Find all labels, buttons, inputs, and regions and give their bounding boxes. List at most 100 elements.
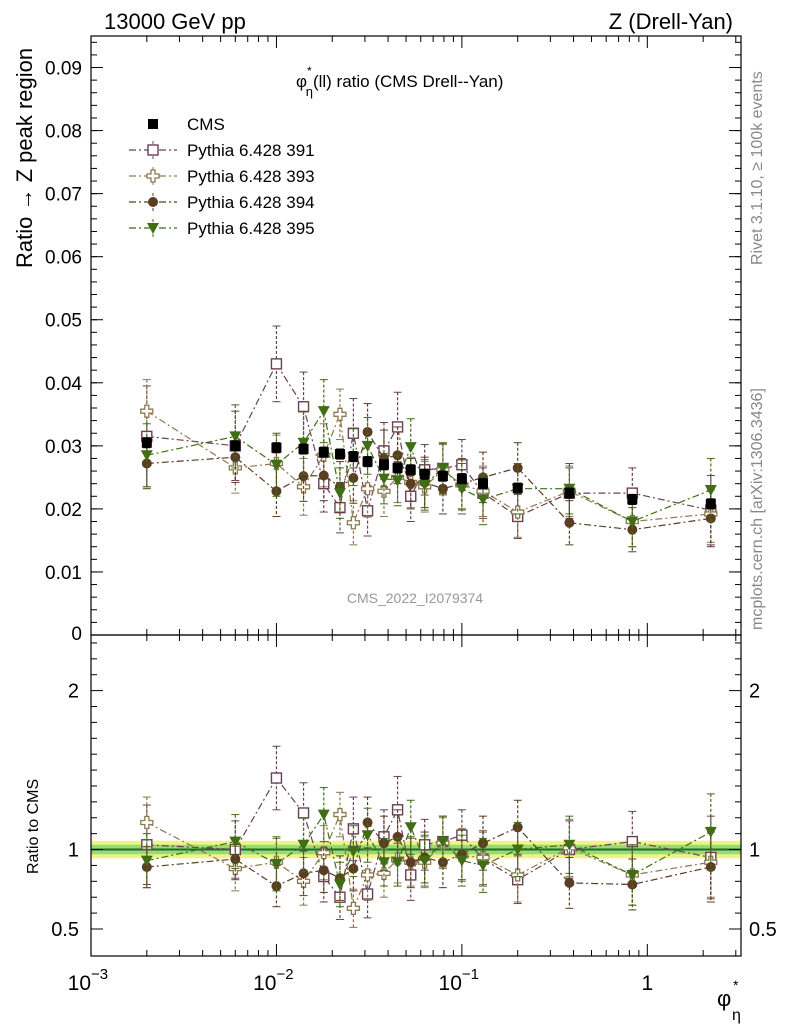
mcplots-label: mcplots.cern.ch [arXiv:1306.3436] bbox=[749, 388, 766, 630]
data-point bbox=[140, 404, 154, 418]
data-point bbox=[405, 464, 416, 475]
analysis-watermark: CMS_2022_I2079374 bbox=[347, 590, 483, 606]
data-point bbox=[298, 471, 309, 482]
data-point bbox=[317, 406, 330, 418]
data-point bbox=[362, 817, 373, 828]
data-point bbox=[361, 830, 374, 842]
y-tick-label: 0.02 bbox=[45, 500, 82, 521]
data-point bbox=[477, 860, 490, 872]
data-point bbox=[229, 431, 242, 443]
x-tick-label: 10 bbox=[68, 972, 91, 995]
data-point bbox=[626, 869, 639, 881]
data-point bbox=[297, 807, 310, 819]
data-point bbox=[298, 868, 309, 879]
data-point bbox=[270, 459, 283, 471]
y-tick-label: 0.09 bbox=[45, 59, 82, 80]
data-point bbox=[270, 358, 283, 370]
data-point bbox=[456, 473, 467, 484]
x-tick-exponent: −3 bbox=[91, 966, 108, 983]
data-point bbox=[377, 866, 391, 881]
data-point bbox=[512, 483, 523, 494]
data-point bbox=[512, 462, 523, 473]
ratio-y-tick-label: 1 bbox=[68, 840, 79, 862]
ratio-y-tick-label: 0.5 bbox=[51, 919, 79, 941]
legend-label: Pythia 6.428 391 bbox=[187, 141, 315, 160]
data-point bbox=[297, 437, 310, 449]
data-point bbox=[563, 839, 576, 851]
data-point bbox=[377, 857, 390, 869]
data-point bbox=[141, 862, 152, 873]
data-point bbox=[361, 440, 374, 452]
xlabel-phi: φ bbox=[717, 986, 731, 1011]
legend-marker bbox=[146, 169, 160, 183]
data-point bbox=[333, 488, 346, 500]
data-point bbox=[418, 855, 431, 867]
legend-entry-p393: Pythia 6.428 393 bbox=[129, 167, 315, 186]
data-point bbox=[270, 858, 283, 870]
data-point bbox=[705, 862, 716, 873]
data-point bbox=[512, 822, 523, 833]
data-point bbox=[626, 516, 639, 528]
legend: CMS Pythia 6.428 391 Pythia 6.428 393 Pythi… bbox=[129, 115, 315, 238]
data-point bbox=[346, 901, 361, 915]
data-point bbox=[347, 427, 360, 439]
data-point bbox=[477, 494, 490, 506]
data-point bbox=[270, 772, 283, 784]
data-point bbox=[360, 868, 375, 882]
data-point bbox=[378, 459, 389, 470]
title-eta: η bbox=[306, 84, 313, 99]
legend-marker bbox=[147, 223, 159, 234]
ratio-y-tick-label: 2 bbox=[68, 681, 79, 703]
y-tick-label: 0.08 bbox=[45, 122, 82, 143]
data-point bbox=[478, 478, 489, 489]
data-point bbox=[455, 483, 468, 495]
data-point bbox=[627, 879, 638, 890]
header-right-label: Z (Drell-Yan) bbox=[609, 9, 733, 34]
data-point bbox=[405, 857, 416, 868]
data-point bbox=[564, 488, 575, 499]
data-point bbox=[297, 839, 310, 851]
data-point bbox=[348, 472, 359, 483]
data-point bbox=[317, 846, 331, 860]
data-point bbox=[436, 836, 449, 848]
ratio-panel: 0.5 0.51 12 210 −3 10 −2 10 −1 1 bbox=[51, 634, 777, 995]
data-point bbox=[318, 865, 329, 876]
data-point bbox=[392, 831, 403, 842]
legend-marker bbox=[148, 119, 158, 129]
data-point bbox=[271, 442, 282, 453]
legend-entry-p391: Pythia 6.428 391 bbox=[129, 141, 315, 160]
data-point bbox=[361, 888, 374, 900]
x-tick-exponent: −2 bbox=[276, 966, 293, 983]
data-point bbox=[405, 478, 416, 489]
data-point bbox=[318, 470, 329, 481]
data-point bbox=[333, 879, 346, 891]
data-point bbox=[317, 809, 330, 821]
data-point bbox=[230, 854, 241, 865]
data-point bbox=[318, 447, 329, 458]
ratio-y-tick-label-right: 0.5 bbox=[749, 919, 777, 941]
legend-entry-p395: Pythia 6.428 395 bbox=[129, 219, 315, 238]
legend-label: CMS bbox=[187, 115, 225, 134]
data-point bbox=[346, 516, 361, 530]
data-point bbox=[437, 471, 448, 482]
svg-text:φ: φ bbox=[717, 986, 731, 1011]
data-point bbox=[378, 838, 389, 849]
data-point bbox=[478, 838, 489, 849]
legend-label: Pythia 6.428 394 bbox=[187, 193, 315, 212]
data-point bbox=[347, 846, 360, 858]
title-star: * bbox=[307, 64, 312, 78]
y-tick-label: 0.06 bbox=[45, 248, 82, 269]
y-tick-label: 0.04 bbox=[45, 374, 82, 395]
data-point bbox=[141, 437, 152, 448]
ratio-y-tick-label-right: 2 bbox=[749, 681, 760, 703]
x-tick-label: 10 bbox=[439, 972, 462, 995]
data-point bbox=[391, 475, 404, 487]
data-point bbox=[348, 451, 359, 462]
main-panel: 0.01 0.02 0.03 0.04 0.05 0.06 0.07 0.08 0.09 0 bbox=[45, 35, 742, 645]
x-tick-exponent: −1 bbox=[462, 966, 479, 983]
data-point bbox=[362, 456, 373, 467]
data-point bbox=[140, 855, 153, 867]
data-point bbox=[391, 857, 404, 869]
y-tick-label: 0.05 bbox=[45, 311, 82, 332]
legend-label: Pythia 6.428 393 bbox=[187, 167, 315, 186]
